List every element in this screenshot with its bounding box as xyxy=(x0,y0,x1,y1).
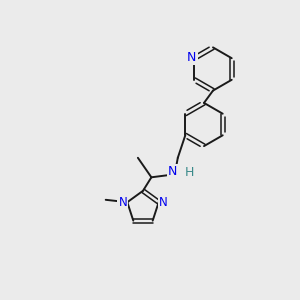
Text: N: N xyxy=(168,165,177,178)
Text: N: N xyxy=(187,51,196,64)
Text: H: H xyxy=(185,166,194,179)
Text: N: N xyxy=(118,196,127,209)
Text: N: N xyxy=(159,196,168,209)
